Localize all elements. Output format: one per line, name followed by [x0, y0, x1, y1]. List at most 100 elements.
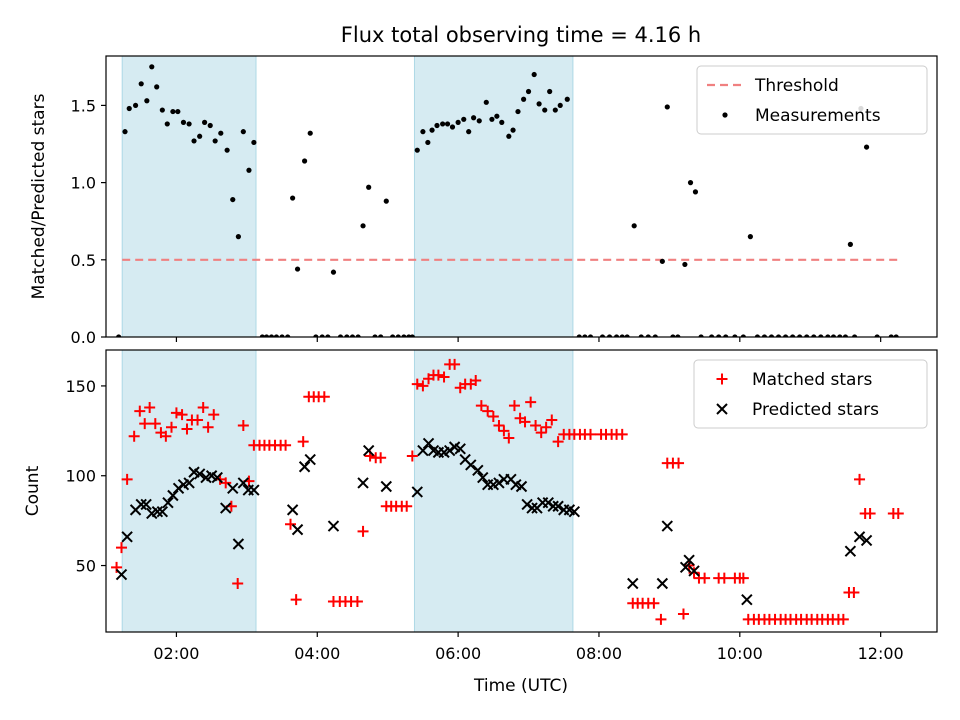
- matched-star-point: [585, 428, 597, 440]
- measurement-point: [613, 334, 620, 337]
- predicted-star-point: [193, 468, 206, 480]
- predicted-star-point: [135, 498, 147, 511]
- measurement-point: [466, 129, 472, 135]
- measurement-point: [510, 127, 516, 133]
- predicted-star-point: [291, 523, 304, 536]
- measurement-point: [401, 334, 407, 337]
- matched-star-point: [318, 391, 330, 403]
- matched-star-point: [530, 419, 542, 431]
- y-tick-label: 100: [65, 467, 96, 486]
- predicted-star-point: [515, 480, 528, 493]
- measurement-point: [874, 334, 880, 337]
- measurement-point: [235, 234, 241, 240]
- matched-star-point: [176, 409, 188, 421]
- matched-star-point: [351, 595, 363, 607]
- measurement-point: [344, 334, 350, 337]
- predicted-star-point: [167, 489, 179, 502]
- predicted-star-point: [362, 444, 375, 457]
- figure-title: Flux total observing time = 4.16 h: [341, 23, 701, 47]
- measurement-point: [337, 334, 344, 337]
- measurement-point: [624, 334, 630, 337]
- measurement-point: [197, 133, 203, 139]
- predicted-star-point: [679, 561, 692, 574]
- matched-star-point: [535, 427, 547, 439]
- measurement-point: [863, 144, 870, 150]
- matched-star-point: [699, 572, 711, 584]
- predicted-star-point: [151, 505, 164, 518]
- measurement-point: [818, 334, 824, 337]
- measurement-point: [847, 241, 853, 247]
- matched-star-point: [375, 452, 387, 464]
- x-tick-label: 08:00: [576, 644, 622, 663]
- measurement-point: [132, 102, 139, 109]
- matched-star-point: [144, 401, 156, 413]
- measurement-point: [682, 261, 688, 268]
- measurement-point: [138, 81, 144, 87]
- predicted-star-point: [422, 437, 435, 450]
- measurement-point: [420, 129, 426, 135]
- measurement-point: [515, 108, 521, 115]
- matched-star-point: [432, 369, 444, 381]
- matched-star-point: [470, 375, 482, 387]
- y-tick-label: 1.5: [71, 96, 96, 115]
- matched-star-point: [655, 613, 667, 625]
- measurement-point: [576, 334, 582, 337]
- measurement-point: [144, 98, 150, 104]
- matched-star-point: [202, 421, 214, 433]
- measurement-point: [631, 223, 637, 229]
- measurement-point: [186, 121, 192, 127]
- predicted-star-point: [115, 568, 128, 581]
- measurement-point: [429, 127, 435, 133]
- y-tick-label: 50: [76, 557, 96, 576]
- matched-star-point: [498, 425, 510, 437]
- predicted-star-point: [411, 486, 423, 498]
- measurement-point: [732, 334, 738, 337]
- measurement-point: [619, 334, 625, 337]
- measurement-point: [279, 334, 285, 337]
- observing-window-shade: [413, 349, 574, 633]
- measurement-point: [259, 334, 265, 337]
- y-tick-label: 1.0: [71, 174, 96, 193]
- measurement-point: [547, 88, 553, 95]
- matched-star-point: [892, 507, 904, 519]
- measurement-point: [521, 96, 527, 102]
- measurement-point: [768, 334, 775, 337]
- measurement-point: [366, 184, 372, 190]
- x-tick-label: 04:00: [294, 644, 340, 663]
- predicted-star-point: [547, 500, 559, 512]
- measurement-point: [582, 334, 588, 337]
- predicted-star-point: [465, 459, 477, 471]
- matched-star-point: [170, 407, 182, 419]
- measurement-point: [754, 334, 761, 337]
- measurement-point: [434, 122, 440, 129]
- measurement-point: [893, 334, 899, 337]
- measurement-point: [536, 101, 542, 107]
- measurement-point: [782, 334, 789, 337]
- matched-star-point: [160, 430, 172, 442]
- measurement-point: [301, 158, 308, 164]
- x-tick-label: 12:00: [858, 644, 904, 663]
- predicted-star-point: [380, 480, 392, 493]
- predicted-star-point: [454, 443, 466, 455]
- measurement-point: [378, 334, 384, 337]
- observing-window-shade: [121, 55, 257, 338]
- matched-star-point: [411, 378, 423, 390]
- predicted-star-point: [741, 593, 753, 606]
- measurement-point: [251, 139, 257, 146]
- measurement-point: [207, 122, 213, 129]
- matched-star-point: [688, 567, 700, 579]
- measurement-point: [531, 71, 537, 78]
- matched-star-point: [864, 507, 876, 519]
- predicted-star-point: [183, 477, 195, 489]
- legend-matched-swatch: [716, 373, 728, 385]
- predicted-star-point: [156, 505, 169, 518]
- measurement-point: [149, 64, 155, 70]
- measurement-point: [638, 334, 644, 337]
- matched-star-point: [677, 608, 689, 620]
- matched-star-point: [848, 586, 860, 598]
- measurement-point: [390, 334, 396, 337]
- y-axis-label: Matched/Predicted stars: [29, 93, 49, 299]
- measurement-point: [372, 334, 378, 337]
- legend-label: Threshold: [754, 76, 839, 96]
- matched-star-point: [134, 405, 146, 417]
